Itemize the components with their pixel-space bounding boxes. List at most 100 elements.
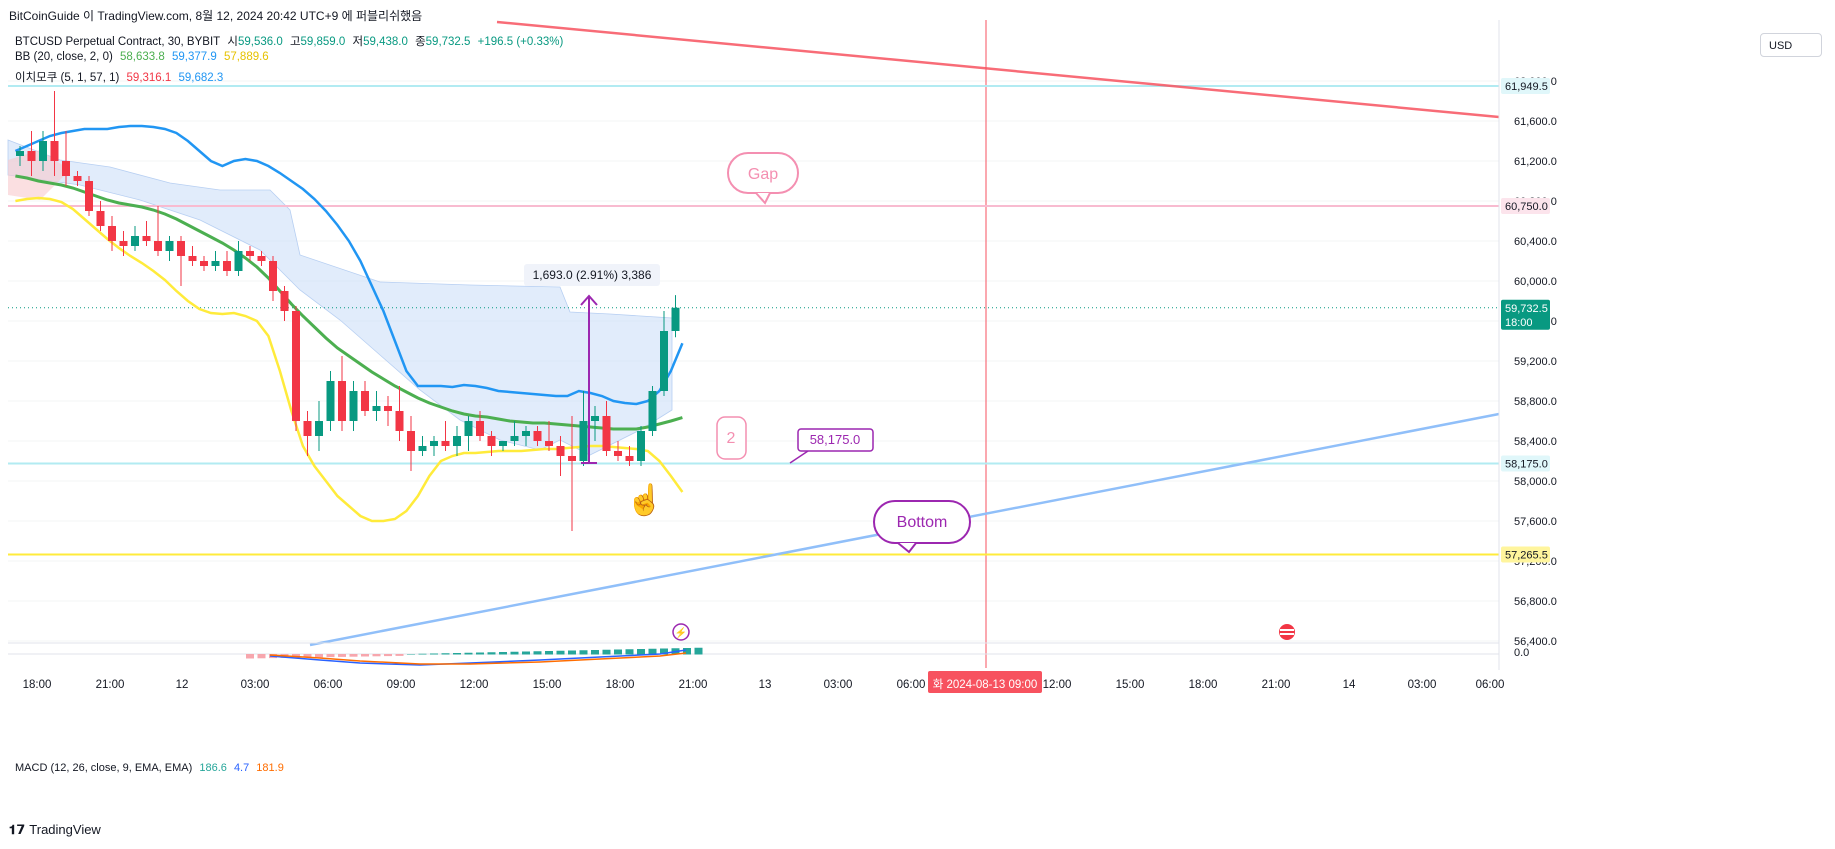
- y-tick-label: 56,400.0: [1514, 636, 1557, 648]
- ichimoku-b-value: 59,682.3: [178, 72, 224, 84]
- bb-legend[interactable]: BB (20, close, 2, 0) 58,633.8 59,377.9 5…: [15, 51, 273, 63]
- close-label: 종: [415, 36, 426, 48]
- candlesticks: [16, 91, 680, 531]
- y-tick-label: 61,600.0: [1514, 116, 1557, 128]
- candle-body: [211, 261, 220, 266]
- macd-hist-bar: [568, 650, 576, 655]
- macd-hist-bar: [407, 654, 415, 655]
- candle-body: [660, 331, 668, 391]
- candle-body: [407, 431, 415, 451]
- price-label-bg: [1501, 455, 1550, 472]
- x-tick-label: 12:00: [460, 679, 489, 691]
- candle-body: [223, 261, 231, 271]
- high-value: 59,859.0: [300, 36, 346, 48]
- flag-stripe: [1280, 629, 1294, 631]
- macd-hist-bar: [602, 649, 611, 655]
- bottom-label: Bottom: [897, 514, 948, 531]
- publish-header: BitCoinGuide 이 TradingView.com, 8월 12, 2…: [9, 9, 423, 23]
- candle-body: [280, 291, 289, 311]
- macd-hist-bar: [556, 650, 565, 655]
- macd-hist-bar: [476, 652, 484, 655]
- candle-body: [200, 261, 208, 266]
- candle-body: [568, 456, 576, 461]
- candle-body: [671, 307, 680, 331]
- x-tick-label: 18:00: [1189, 679, 1218, 691]
- open-value: 59,536.0: [237, 36, 283, 48]
- candle-body: [614, 451, 622, 456]
- candle-body: [96, 211, 105, 226]
- x-tick-label: 18:00: [23, 679, 52, 691]
- measure-box: [524, 264, 660, 286]
- date-marker-label: 화 2024-08-13 09:00: [933, 678, 1038, 691]
- symbol-legend[interactable]: BTCUSD Perpetual Contract, 30, BYBIT 시59…: [15, 33, 567, 49]
- bb-line-0: [14, 124, 684, 406]
- macd-signal-line: [269, 652, 687, 665]
- macd-hist-bar: [648, 648, 657, 655]
- macd-hist-bar: [303, 654, 312, 658]
- candle-body: [556, 446, 565, 456]
- measure-label: 1,693.0 (2.91%) 3,386: [533, 268, 652, 282]
- ichimoku-legend[interactable]: 이치모쿠 (5, 1, 57, 1) 59,316.1 59,682.3: [15, 69, 227, 85]
- candle-body: [269, 261, 277, 291]
- macd-legend[interactable]: MACD (12, 26, close, 9, EMA, EMA) 186.6 …: [15, 762, 288, 774]
- candle-body: [487, 436, 496, 446]
- price-label: 58,175.0: [1505, 459, 1548, 471]
- candle-body: [648, 391, 657, 431]
- candle-body: [326, 381, 335, 421]
- price-note-label: 58,175.0: [810, 432, 861, 447]
- candle-body: [625, 456, 634, 461]
- macd-hist-bar: [510, 651, 519, 655]
- candle-body: [522, 431, 530, 436]
- macd-hist-bar: [637, 649, 645, 655]
- candle-body: [27, 151, 36, 161]
- y-tick-label: 59,200.0: [1514, 356, 1557, 368]
- macd-hist-bar: [384, 654, 392, 657]
- tradingview-logo[interactable]: 𝟏𝟳 TradingView: [9, 822, 101, 838]
- macd-hist-bar: [430, 653, 438, 655]
- ichimoku-cloud-area: [7, 139, 673, 456]
- price-axis: 62,000.061,600.061,200.060,800.060,400.0…: [1498, 20, 1557, 670]
- resistance-trendline: [496, 20, 1500, 119]
- x-tick-label: 12: [176, 679, 189, 691]
- candle-body: [453, 436, 461, 446]
- price-label-bg: [1501, 299, 1550, 330]
- x-tick-label: 12:00: [1043, 679, 1072, 691]
- price-label: 61,949.5: [1505, 81, 1548, 93]
- hand-pointer-icon: ☝: [626, 481, 663, 518]
- candle-body: [303, 421, 312, 436]
- macd-hist-bar: [545, 651, 553, 655]
- bb-line-2: [15, 196, 684, 523]
- price-label: 57,265.5: [1505, 549, 1548, 561]
- us-flag-event-icon: [1279, 624, 1295, 640]
- wave-label: 2: [727, 430, 736, 447]
- candle-body: [361, 391, 369, 411]
- price-note-box: [797, 428, 874, 452]
- annotations: 1,693.0 (2.91%) 3,386 Gap 2 58,175.0 Bottom ☝…: [524, 152, 1295, 641]
- x-tick-label: 06:00: [1476, 679, 1505, 691]
- macd-hist-bar: [487, 652, 496, 655]
- price-label: 59,732.5: [1505, 303, 1548, 315]
- macd-hist-bar: [579, 650, 588, 655]
- date-marker-bg: [928, 671, 1042, 693]
- macd-signal-value: 181.9: [256, 762, 284, 774]
- macd-hist-bar: [418, 653, 427, 655]
- candle-body: [315, 421, 323, 436]
- candle-body: [131, 236, 139, 246]
- candle-body: [384, 406, 392, 411]
- high-label: 고: [289, 36, 301, 48]
- x-tick-label: 21:00: [96, 679, 125, 691]
- x-tick-label: 09:00: [387, 679, 416, 691]
- currency-button[interactable]: USD: [1760, 33, 1822, 57]
- macd-hist-bar: [441, 653, 450, 655]
- macd-hist-bar: [464, 652, 473, 655]
- candle-body: [349, 391, 358, 421]
- flag-stripe: [1280, 633, 1294, 635]
- macd-hist-bar: [625, 649, 634, 655]
- price-label-bg: [1501, 198, 1550, 214]
- candle-body: [372, 406, 381, 411]
- candle-body: [234, 251, 243, 271]
- y-tick-label: 61,200.0: [1514, 156, 1557, 168]
- macd-line: [269, 649, 687, 666]
- candle-body: [395, 411, 404, 431]
